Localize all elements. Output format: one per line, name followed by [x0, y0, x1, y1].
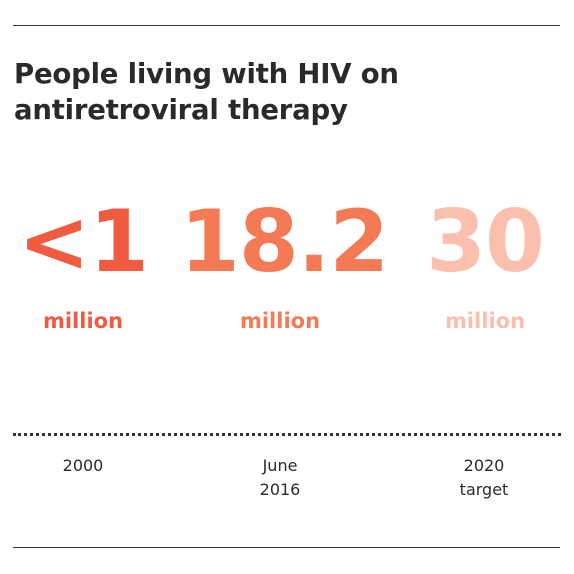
year-label-line: June: [262, 456, 298, 475]
year-label-2020-target: 2020 target: [414, 454, 554, 502]
stat-unit: million: [444, 309, 526, 333]
year-label-line: 2020: [463, 456, 505, 475]
year-label-line: 2016: [259, 480, 301, 499]
infographic-title: People living with HIV on antiretroviral…: [14, 58, 399, 126]
stat-2020-target: 30 million: [385, 192, 574, 334]
stat-unit: million: [239, 309, 321, 333]
year-label-2000: 2000: [13, 454, 153, 478]
year-label-line: 2000: [62, 456, 104, 475]
stat-value: 30: [426, 192, 545, 292]
stat-june-2016: 18.2 million: [180, 192, 389, 334]
bottom-rule: [13, 547, 560, 548]
stat-value: <1: [18, 192, 149, 292]
stat-value: 18.2: [180, 192, 389, 292]
top-rule: [13, 25, 560, 26]
dotted-divider: [13, 433, 561, 436]
year-label-line: target: [459, 480, 509, 499]
stat-2000: <1 million: [0, 192, 183, 334]
stat-unit: million: [42, 309, 124, 333]
year-label-june-2016: June 2016: [210, 454, 350, 502]
